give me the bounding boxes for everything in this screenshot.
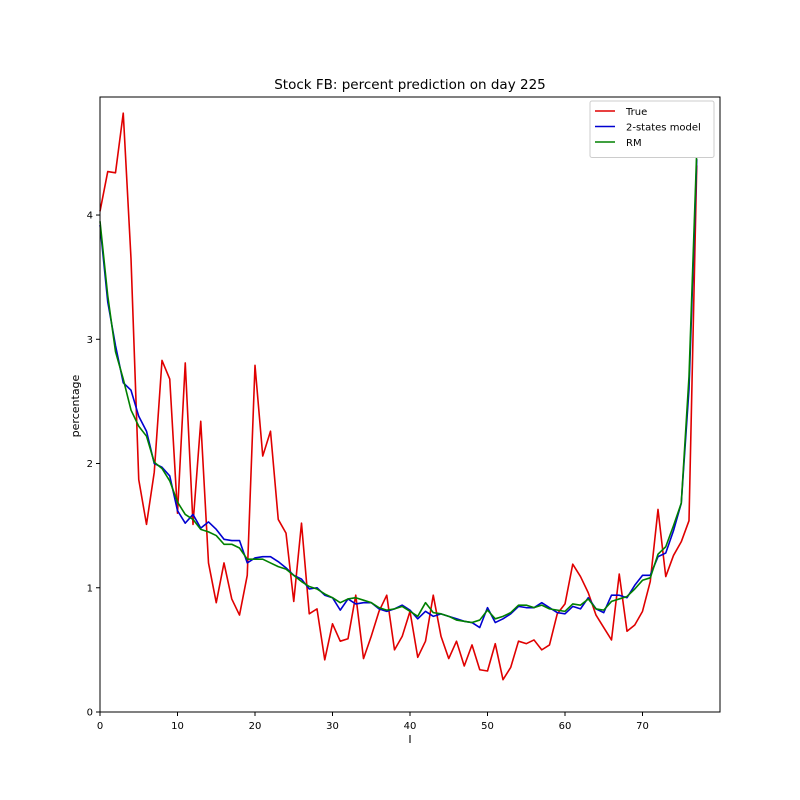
x-tick-label: 20 (249, 721, 262, 732)
x-tick-label: 70 (636, 721, 649, 732)
x-tick-label: 30 (326, 721, 339, 732)
x-tick-label: 50 (481, 721, 494, 732)
x-axis: 0 10 20 30 40 50 60 70 (97, 712, 649, 732)
y-axis: 0 1 2 3 4 (87, 211, 100, 719)
series-line-true (99, 112, 698, 681)
y-tick-label: 0 (87, 708, 93, 719)
axes-frame (99, 96, 721, 713)
legend-label-2-states-model: 2-states model (626, 123, 701, 134)
y-tick-label: 2 (87, 459, 93, 470)
y-axis-label: percentage (69, 374, 82, 437)
series-line-rm (99, 150, 698, 624)
legend-box (589, 100, 715, 158)
x-tick-label: 60 (559, 721, 572, 732)
y-tick-label: 4 (87, 211, 93, 222)
series-layer (99, 112, 698, 681)
x-axis-label: I (408, 733, 411, 746)
legend: True 2-states model RM (589, 100, 715, 158)
x-tick-label: 40 (404, 721, 417, 732)
legend-label-rm: RM (626, 138, 642, 149)
y-tick-label: 1 (87, 583, 93, 594)
y-tick-label: 3 (87, 335, 93, 346)
legend-label-true: True (625, 107, 647, 118)
x-tick-label: 10 (171, 721, 184, 732)
chart-title: Stock FB: percent prediction on day 225 (274, 77, 546, 93)
x-tick-label: 0 (97, 721, 103, 732)
